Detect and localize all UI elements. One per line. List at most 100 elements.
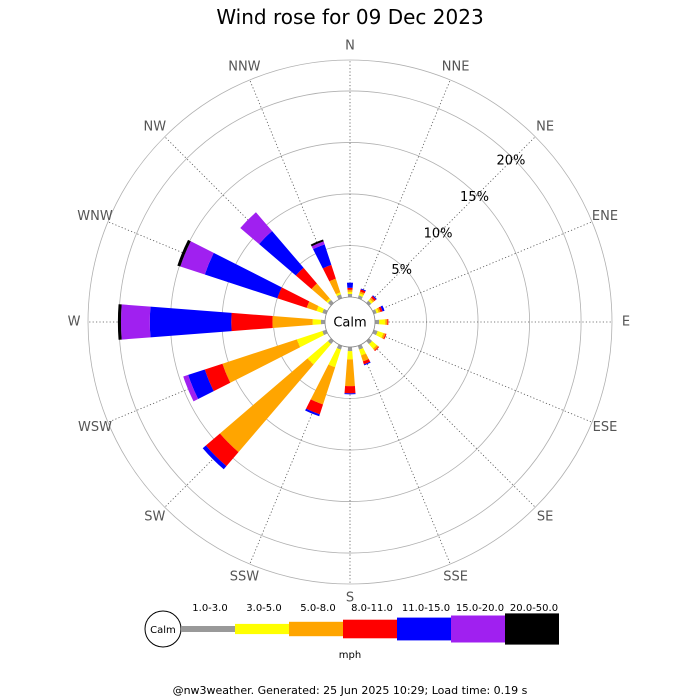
bar-segment-sw-1 [307, 340, 332, 365]
bar-segment-nw-1 [326, 298, 332, 304]
bar-segment-n-3 [347, 287, 353, 290]
legend-label: 11.0-15.0 [402, 603, 450, 614]
bar-segment-ssw-4 [305, 408, 320, 417]
legend-label: 8.0-11.0 [351, 603, 393, 614]
bar-segment-wnw-5 [180, 241, 214, 275]
direction-label: NE [536, 119, 554, 134]
footer-text: @nw3weather. Generated: 25 Jun 2025 10:2… [172, 684, 528, 697]
bar-segment-sse-2 [360, 353, 369, 362]
spoke-line [249, 79, 341, 300]
bar-segment-ne-2 [369, 297, 375, 303]
bar-segment-n-2 [347, 289, 353, 292]
bar-segment-n-4 [346, 282, 354, 288]
direction-label: SSE [443, 569, 468, 584]
direction-label: NW [144, 119, 167, 134]
bar-segment-ne-3 [370, 295, 377, 302]
direction-label: W [68, 315, 81, 330]
spoke-line [107, 331, 328, 423]
calm-circle [324, 296, 376, 348]
bar-segment-nnw-2 [329, 278, 341, 295]
legend-label: 5.0-8.0 [300, 603, 335, 614]
direction-label: WNW [77, 209, 113, 224]
bar-segment-wsw-1 [296, 331, 325, 348]
bar-segment-ne-1 [368, 299, 373, 304]
direction-label: NNW [228, 60, 260, 75]
bar-segment-ese-1 [375, 331, 384, 338]
bar-segment-nw-2 [311, 283, 330, 302]
legend: Calm 1.0-3.0 3.0-5.0 5.0-8.0 8.0-11.0 11.0-15… [144, 603, 559, 661]
bar-segment-se-3 [374, 346, 380, 352]
bar-segment-nne-2 [359, 291, 365, 296]
spoke-line [367, 339, 536, 508]
direction-label: S [346, 591, 354, 606]
direction-label: WSW [78, 420, 112, 435]
legend-label: 3.0-5.0 [246, 603, 281, 614]
bar-segment-wsw-5 [183, 374, 199, 402]
legend-swatch-0 [181, 626, 235, 632]
bar-segment-s-0 [347, 346, 353, 352]
bar-segment-s-1 [347, 351, 353, 360]
legend-label: 20.0-50.0 [510, 603, 558, 614]
radial-tick-label: 10% [424, 226, 453, 241]
bar-segment-nw-4 [259, 231, 304, 276]
bar-segment-nne-4 [360, 288, 366, 292]
direction-label: NNE [442, 60, 470, 75]
legend-calm-label: Calm [150, 625, 176, 636]
spoke-line [107, 221, 328, 313]
spoke-line [367, 136, 536, 305]
direction-label: SSW [230, 569, 260, 584]
bar-segment-w-1 [312, 319, 321, 325]
bar-segment-nnw-5 [311, 241, 325, 250]
direction-label: SE [537, 510, 553, 525]
calm-center: Calm [324, 296, 376, 348]
bar-segment-w-6 [117, 304, 122, 340]
legend-units: mph [339, 650, 361, 661]
bar-segment-ssw-3 [306, 399, 324, 415]
bar-segment-nne-3 [360, 289, 366, 294]
spoke-line [359, 79, 451, 300]
bar-segment-e-1 [379, 319, 386, 325]
bar-segment-sse-4 [363, 361, 371, 366]
bar-segment-nw-5 [240, 212, 273, 245]
bar-segment-n-0 [347, 293, 353, 298]
bar-segment-e-0 [374, 319, 380, 325]
bar-segment-nnw-4 [313, 244, 332, 269]
bar-segment-nnw-3 [322, 264, 336, 282]
bar-segment-ene-1 [375, 308, 379, 314]
spoke-line [164, 339, 333, 508]
direction-label: N [345, 39, 355, 54]
bar-segment-nnw-1 [335, 292, 341, 297]
direction-label: ESE [593, 420, 618, 435]
radial-tick-label: 20% [496, 154, 525, 169]
legend-label: 15.0-20.0 [456, 603, 504, 614]
polar-grid: N NNE NE ENE E ESE SE SSE S SSW SW WSW W WNW NW NNW 5% 10… [68, 39, 631, 606]
bar-segment-sw-3 [205, 433, 239, 467]
rose-bars [117, 212, 389, 470]
bar-segment-sw-4 [202, 445, 227, 470]
calm-label: Calm [333, 316, 366, 331]
bar-segment-wsw-3 [204, 363, 231, 392]
chart-title: Wind rose for 09 Dec 2023 [216, 5, 484, 29]
bar-segment-ne-4 [372, 295, 377, 300]
bar-segment-nne-1 [358, 293, 364, 297]
direction-label: ENE [592, 209, 618, 224]
bar-segment-wnw-6 [177, 239, 191, 267]
radial-tick-label: 5% [391, 263, 412, 278]
outer-ring [87, 59, 613, 585]
bar-segment-s-2 [345, 359, 355, 387]
bar-segment-wnw-3 [277, 287, 310, 308]
bar-segment-se-1 [368, 340, 377, 349]
bar-segment-wnw-4 [204, 252, 282, 299]
bar-segment-ene-4 [380, 305, 385, 312]
bar-segment-e-2 [385, 319, 388, 325]
bar-segment-nw-3 [295, 267, 317, 289]
direction-label: E [622, 315, 630, 330]
legend-swatch-5 [451, 615, 505, 643]
spoke-line [164, 136, 333, 305]
bar-segment-nnw-6 [310, 239, 324, 247]
legend-swatch-1 [235, 623, 289, 635]
bar-segment-wnw-2 [306, 301, 319, 312]
legend-swatch-6 [505, 613, 559, 645]
bar-segment-ssw-1 [328, 347, 341, 368]
bar-segment-s-3 [344, 385, 356, 394]
